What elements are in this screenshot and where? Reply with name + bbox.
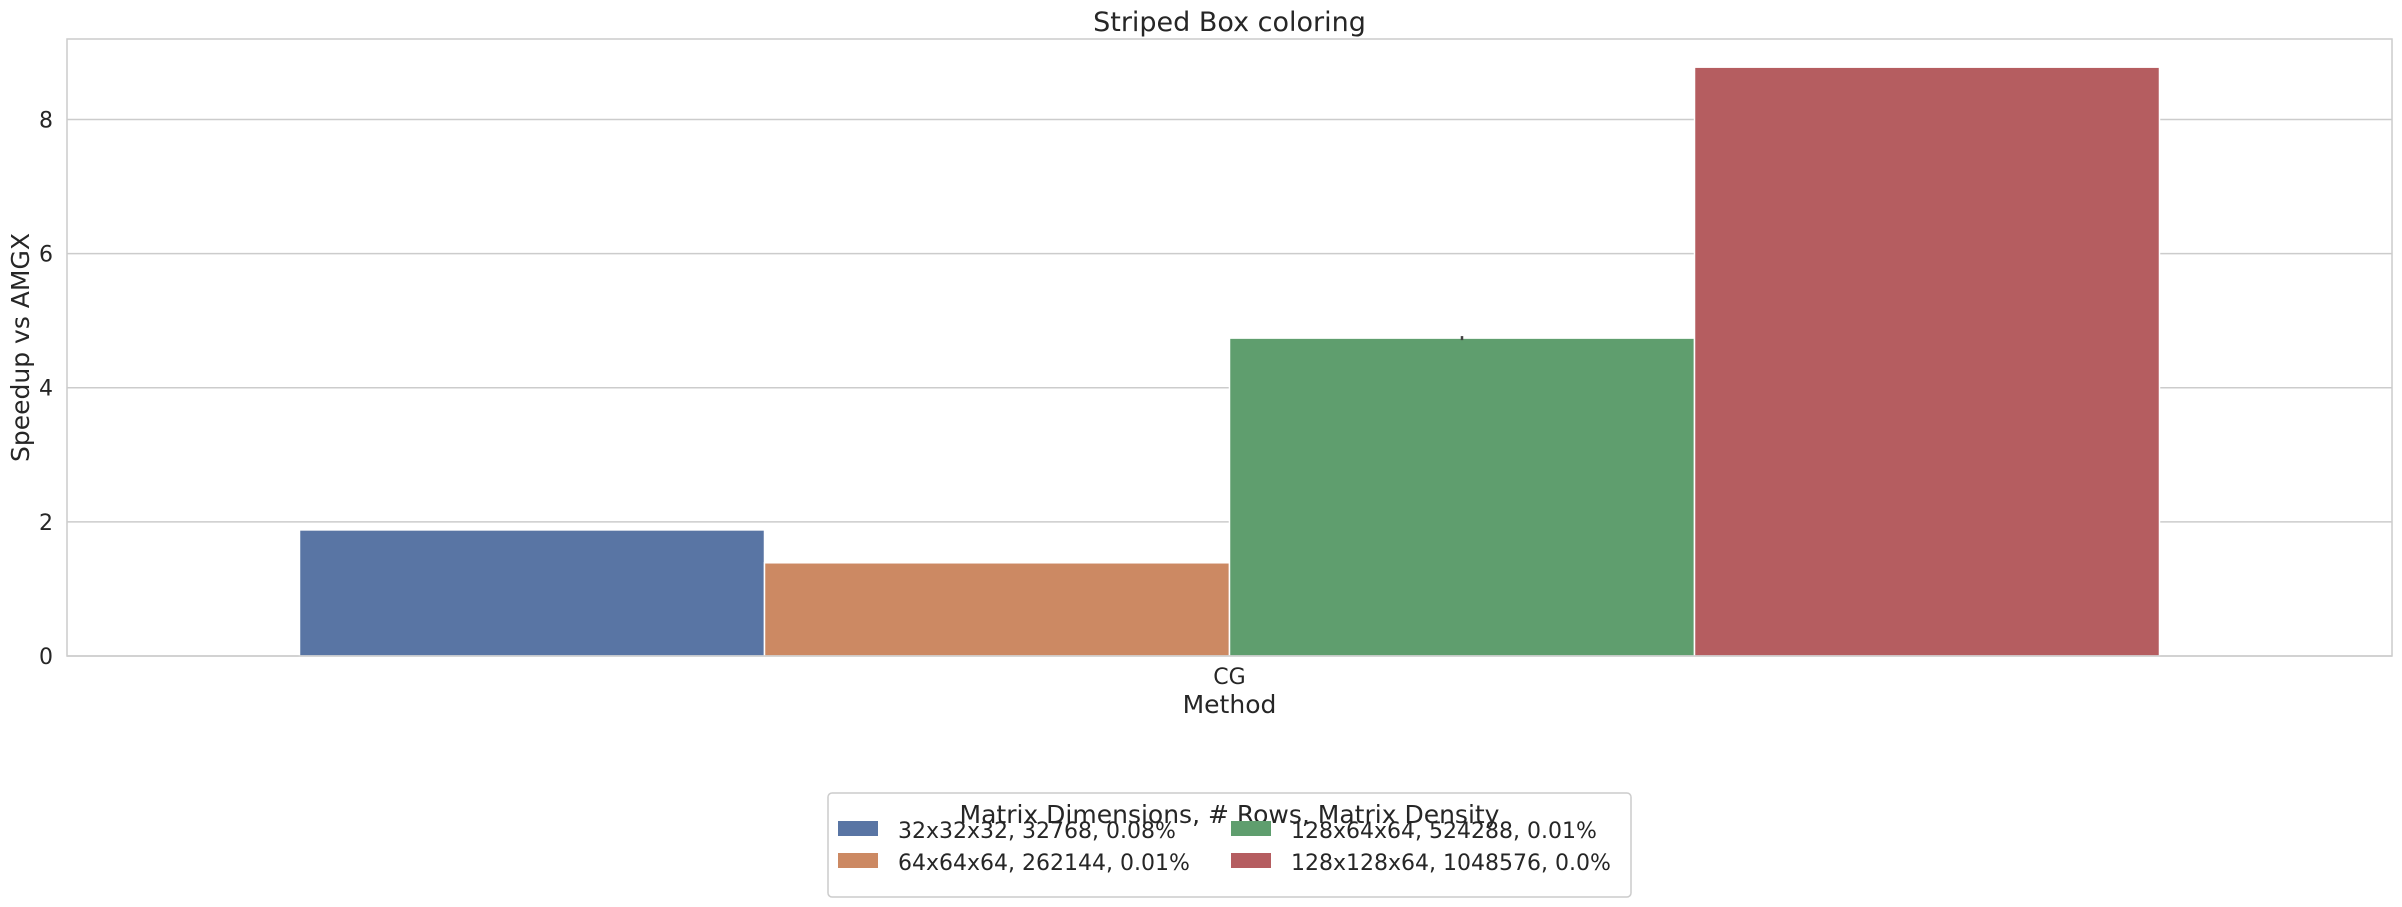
legend-swatch [1231,821,1271,836]
legend-swatch [838,821,878,836]
legend: Matrix Dimensions, # Rows, Matrix Densit… [827,792,1632,898]
y-axis-ticks: 0 2 4 6 8 [39,108,53,670]
bars [298,66,2161,657]
bar [1228,337,1696,657]
y-tick-label: 6 [39,243,53,268]
x-axis-label: Method [1183,690,1277,719]
legend-swatch [1231,853,1271,868]
y-tick-label: 8 [39,108,53,133]
legend-frame [827,792,1632,898]
bar [763,562,1231,657]
y-axis-label: Speedup vs AMGX [6,233,35,462]
legend-label: 128x128x64, 1048576, 0.0% [1291,851,1611,876]
y-tick-label: 4 [39,377,53,402]
y-tick-label: 0 [39,645,53,670]
legend-label: 64x64x64, 262144, 0.01% [898,851,1190,876]
chart-title: Striped Box coloring [1093,7,1366,38]
legend-label: 32x32x32, 32768, 0.08% [898,819,1176,844]
y-tick-label: 2 [39,511,53,536]
legend-label: 128x64x64, 524288, 0.01% [1291,819,1597,844]
x-axis-ticks: CG [1213,665,1245,690]
plot-area-frame [66,38,2393,657]
bar [1693,66,2161,657]
bar [298,529,766,657]
legend-title: Matrix Dimensions, # Rows, Matrix Densit… [960,800,1500,829]
legend-items: 32x32x32, 32768, 0.08% 64x64x64, 262144, … [838,819,1611,876]
legend-swatch [838,853,878,868]
x-tick-label: CG [1213,665,1245,690]
